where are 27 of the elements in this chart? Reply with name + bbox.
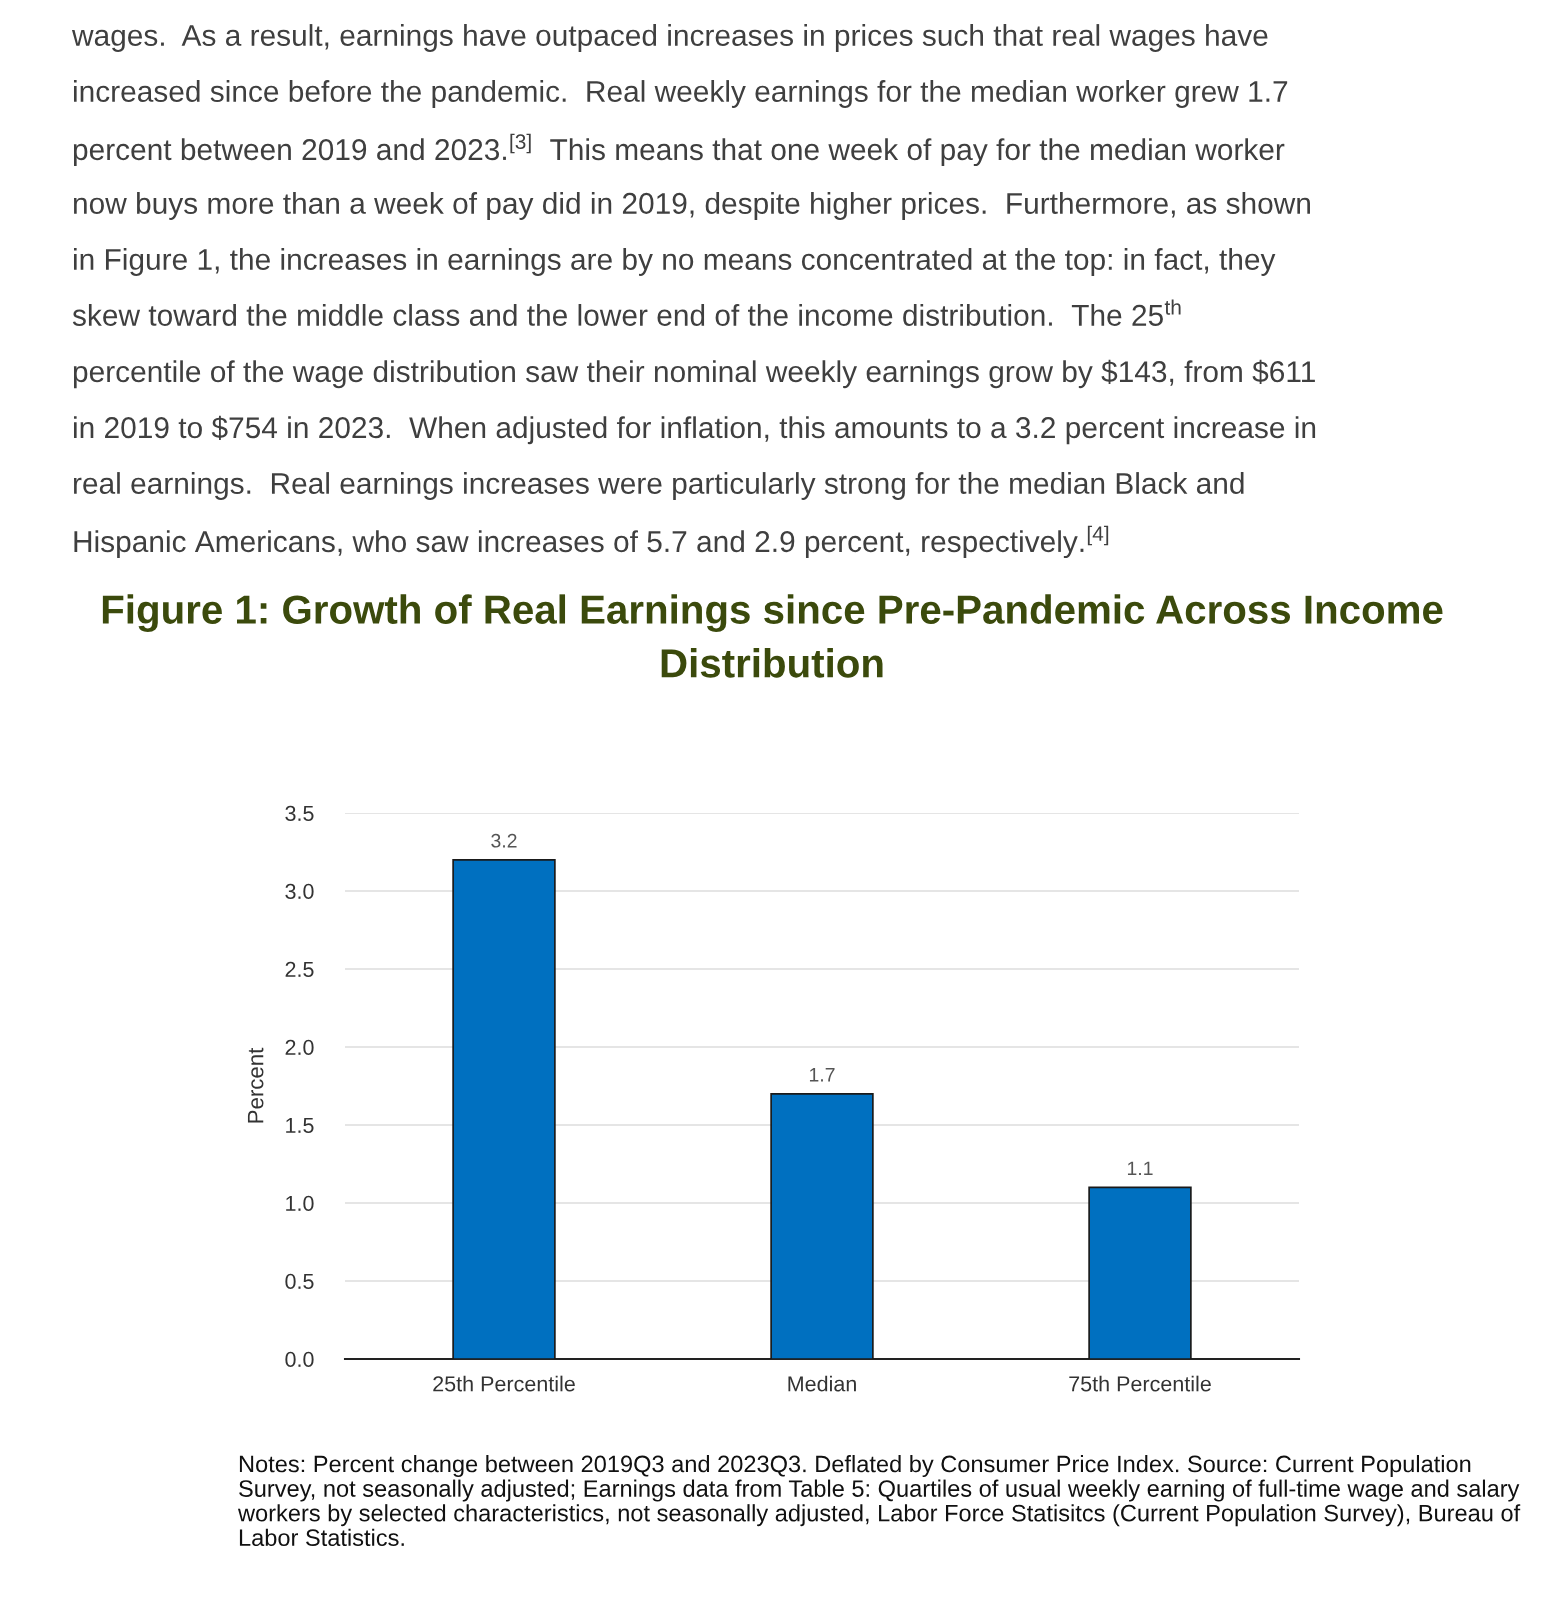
text: now buys more than a week of pay did in 2019, despite higher prices. Furthermore, as shown: [73, 192, 1310, 220]
data-label: 1.1: [1127, 1161, 1153, 1176]
x-tick-label: 25th Percentile: [433, 1375, 575, 1392]
y-tick-label: 3.0: [285, 883, 314, 900]
y-tick-label: 2.5: [285, 961, 314, 978]
y-tick-label: 0.0: [285, 1351, 314, 1368]
x-tick-label: Median: [788, 1375, 856, 1392]
y-tick-label: 1.0: [286, 1195, 314, 1212]
data-label: 1.7: [809, 1068, 835, 1082]
text: percent between 2019 and 2023.$^{[3]}$ This means that one week of pay for the median worker: [73, 133, 1285, 167]
chart-title: Figure 1: Growth of Real Earnings since Pre-Pandemic Across Income Distribution: [102, 594, 1443, 678]
text: wages. As a result, earnings have outpaced increases in prices such that real wages have: [71, 24, 1268, 52]
x-tick-label: 75th Percentile: [1069, 1375, 1211, 1392]
text: skew toward the middle class and the lower end of the income distribution. The 25$^{th}$: [72, 299, 1181, 326]
y-tick-label: 0.5: [285, 1273, 314, 1290]
y-tick-label: 2.0: [285, 1039, 314, 1056]
y-tick-label: 1.5: [286, 1117, 314, 1134]
text: increased since before the pandemic. Real weekly earnings for the median worker grew 1.7: [74, 80, 1288, 108]
text: in Figure 1, the increases in earnings are by no means concentrated at the top: in fact, they: [74, 248, 1276, 276]
text: Hispanic Americans, who saw increases of 5.7 and 2.9 percent, respectively.$^{[4]}$: [74, 525, 1109, 559]
y-axis-title: Percent: [247, 1047, 264, 1123]
text: percentile of the wage distribution saw their nominal weekly earnings grow by $143, from $611: [73, 359, 1315, 389]
y-tick-label: 3.5: [285, 805, 314, 822]
text: real earnings. Real earnings increases were particularly strong for the median Black and: [73, 472, 1244, 500]
text: Notes: Percent change between 2019Q3 and 2023Q3. Deflated by Consumer Price Index. Source: Current Population Survey, not seasonally adjusted; Earnings data from Table 5: Quartiles of usual weekly earning of full-time wage and salary workers by selected characteristics, not seasonally adjusted, Labor Force Statisitcs (Current Population Survey), Bureau of Labor Statistics.: [237, 1455, 1521, 1547]
text: in 2019 to $754 in 2023. When adjusted for inflation, this amounts to a 3.2 percent increase in: [74, 415, 1316, 445]
data-label: 3.2: [491, 833, 517, 848]
